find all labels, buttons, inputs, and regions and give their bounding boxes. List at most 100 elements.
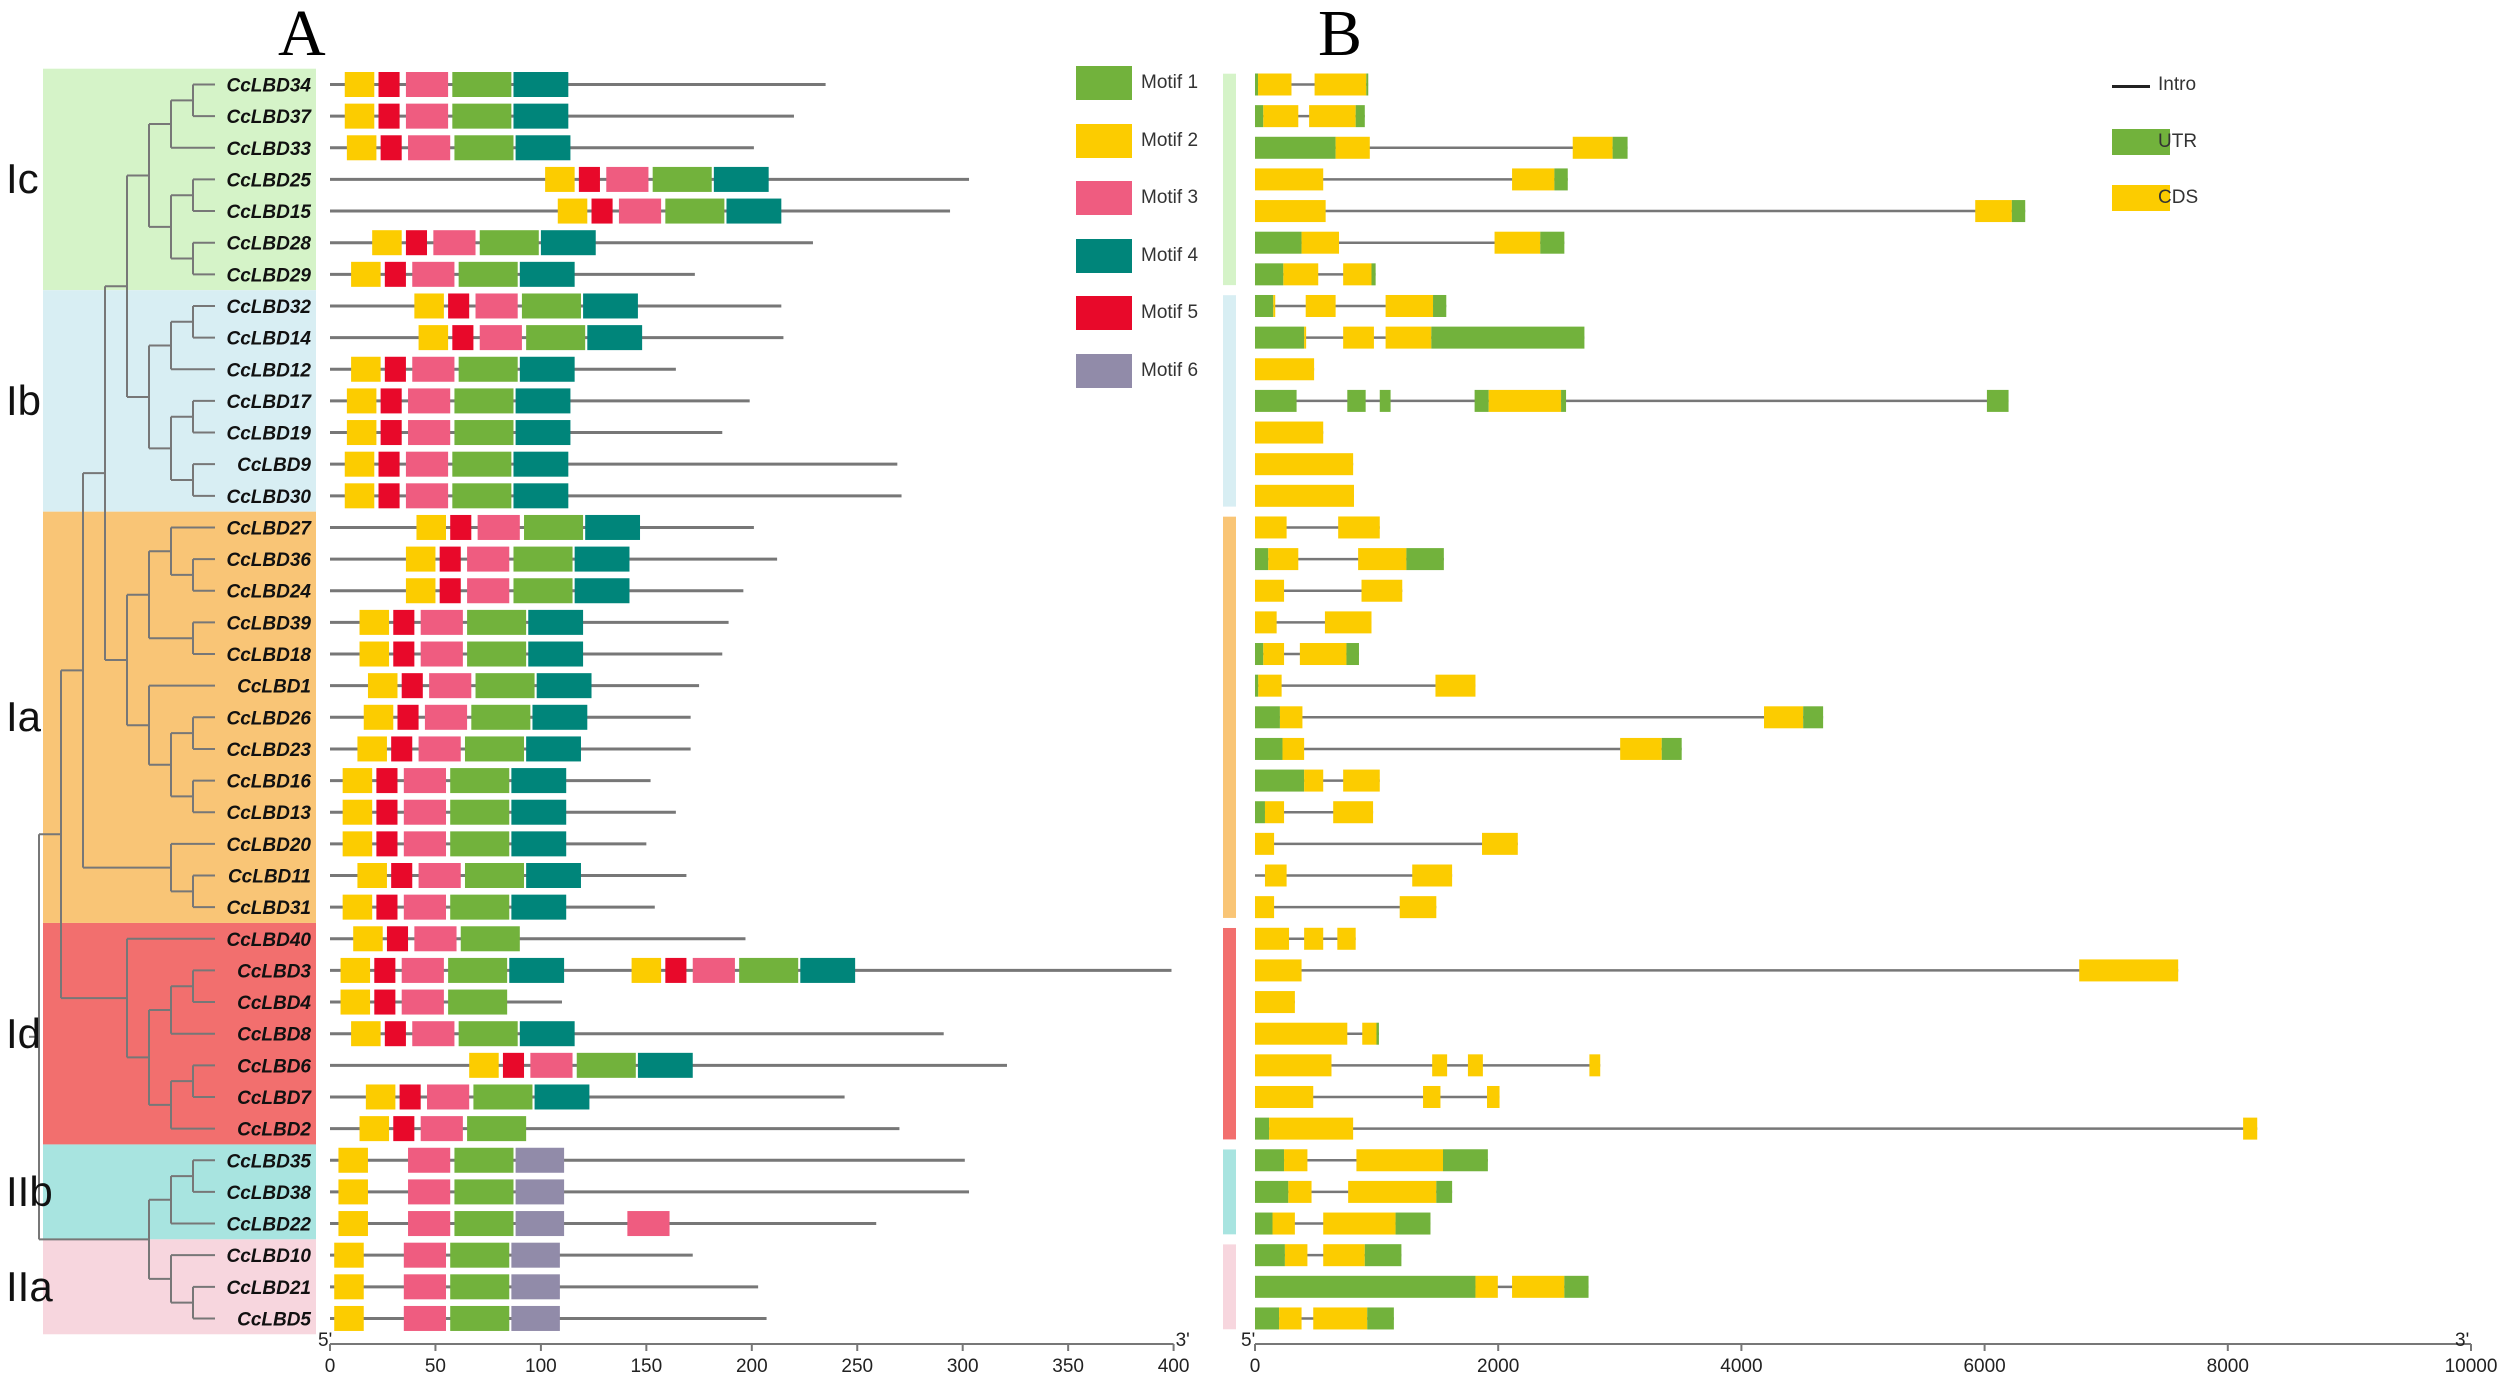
cds-segment [1255, 1085, 1314, 1108]
motif-5-box [374, 989, 396, 1015]
cds-segment [1255, 991, 1295, 1014]
motif-1-box [576, 1052, 636, 1078]
motif-4-box [526, 863, 581, 888]
motif-1-box [450, 768, 510, 794]
cds-segment [1412, 864, 1453, 887]
motif-3-box [401, 989, 444, 1015]
clade-bar [1223, 1149, 1236, 1235]
cds-segment [1255, 1054, 1332, 1077]
utr-segment [1255, 1244, 1285, 1267]
utr-segment [1255, 1307, 1280, 1330]
motif-3-box [403, 831, 446, 857]
cds-segment [1269, 1117, 1354, 1140]
motif-5-box [448, 293, 470, 319]
motif-5-box [380, 135, 402, 161]
motif-4-box [511, 799, 567, 825]
cds-segment [1279, 1307, 1302, 1330]
utr-segment [1554, 168, 1568, 191]
motif-2-box [340, 957, 371, 983]
motif-2-box [414, 293, 444, 319]
cds-segment [1356, 1149, 1443, 1172]
clade-bar [1223, 73, 1236, 286]
cds-segment [1323, 1244, 1365, 1267]
motif-1-box [458, 261, 518, 287]
gene-label: CcLBD20 [227, 835, 312, 856]
motif-5-box [391, 863, 413, 888]
motif-5-box [665, 957, 687, 983]
motif-4-box [585, 514, 641, 540]
gene-label: CcLBD36 [227, 550, 312, 571]
motif-3-box [475, 293, 518, 319]
motif-legend-swatch [1076, 296, 1132, 330]
motif-2-box [334, 1242, 364, 1268]
motif-4-box [513, 451, 569, 477]
utr-segment [1255, 326, 1305, 349]
utr-segment [1255, 1180, 1289, 1203]
cds-segment [1255, 896, 1275, 919]
utr-segment [1661, 737, 1682, 760]
cds-segment [1572, 136, 1613, 159]
motif-2-box [351, 1021, 381, 1047]
motif-1-box [448, 957, 508, 983]
gene-label: CcLBD38 [227, 1183, 312, 1204]
motif-3-box [418, 736, 461, 762]
gene-label: CcLBD35 [227, 1151, 312, 1172]
motif-5-box [384, 356, 406, 382]
motif-3-box [403, 768, 446, 794]
motif-1-box [513, 578, 573, 604]
utr-segment [1255, 231, 1302, 254]
utr-segment [1255, 1212, 1273, 1235]
motif-4-box [713, 166, 769, 192]
cds-segment [1255, 200, 1326, 223]
axis-a-tick-label: 400 [1157, 1356, 1190, 1377]
cds-segment [2079, 959, 2179, 982]
axis-a-tick-label: 100 [525, 1356, 557, 1377]
motif-3-box [405, 72, 449, 97]
cds-segment [1589, 1054, 1601, 1077]
clade-bar [1223, 295, 1236, 507]
cds-segment [1467, 1054, 1483, 1077]
cds-segment [1258, 674, 1282, 697]
motif-5-box [378, 72, 400, 97]
gene-label: CcLBD5 [237, 1309, 311, 1330]
motif-2-box [363, 704, 394, 730]
axis-a-tick-label: 200 [735, 1356, 768, 1377]
gene-label: CcLBD26 [227, 708, 312, 729]
motif-3-box [408, 135, 451, 161]
motif-1-box [473, 1084, 533, 1110]
gene-label: CcLBD27 [227, 518, 313, 539]
motif-4-box [519, 261, 575, 287]
utr-segment [1255, 136, 1336, 159]
motif-4-box [515, 420, 571, 446]
gene-label: CcLBD30 [227, 487, 312, 508]
utr-segment [1379, 389, 1391, 412]
cds-segment [1255, 168, 1324, 191]
motif-2-box [344, 72, 375, 97]
utr-segment [1255, 706, 1280, 729]
clade-label: Ib [6, 376, 42, 424]
structure-legend-label: CDS [2158, 187, 2199, 208]
gene-label: CcLBD25 [227, 170, 312, 191]
clade-label: Ic [6, 155, 39, 203]
motif-3-box [618, 198, 662, 224]
motif-3-box [403, 894, 446, 920]
axis-a-tick-label: 300 [946, 1356, 979, 1377]
cds-segment [1284, 1149, 1308, 1172]
panel-b-letter: B [1318, 0, 1363, 70]
motif-5-box [397, 704, 419, 730]
motif-4-box [534, 1084, 590, 1110]
motif-4-box [536, 673, 592, 699]
motif-3-box [408, 388, 451, 414]
gene-label: CcLBD31 [227, 898, 311, 919]
motif-4-box [532, 704, 588, 730]
motif-6-box [511, 1274, 560, 1300]
motif-4-box [526, 736, 581, 762]
cds-segment [1512, 168, 1555, 191]
cds-segment [1282, 737, 1305, 760]
motif-1-box [450, 799, 510, 825]
motif-2-box [357, 736, 387, 762]
motif-5-box [376, 894, 398, 920]
cds-segment [1304, 326, 1307, 349]
motif-5-box [384, 1021, 406, 1047]
